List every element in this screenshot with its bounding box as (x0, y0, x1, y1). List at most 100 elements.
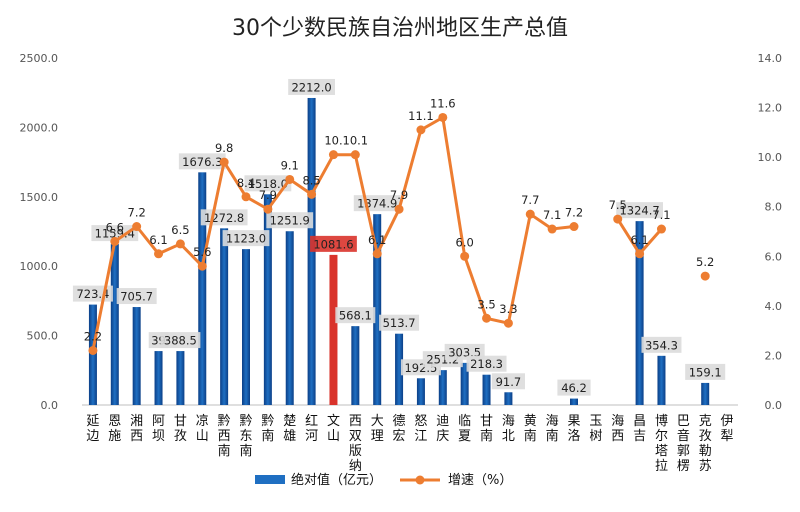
y-left-tick-label: 2000.0 (20, 121, 59, 134)
category-char: 孜 (699, 429, 712, 444)
growth-point (154, 249, 164, 259)
category-char: 西 (218, 429, 231, 444)
growth-value-label: 11.6 (430, 96, 456, 110)
bar-label-bg (160, 332, 201, 349)
bar (198, 172, 207, 405)
category-char: 边 (86, 429, 99, 444)
growth-point (547, 224, 557, 234)
growth-value-label: 7.9 (390, 188, 408, 202)
bar-value-label: 1123.0 (226, 232, 266, 246)
growth-value-label: 7.2 (565, 206, 583, 220)
y-right-tick-label: 0.0 (765, 399, 783, 412)
bar-value-label: 354.3 (645, 338, 678, 352)
category-char: 南 (261, 428, 274, 444)
growth-value-label: 3.5 (477, 297, 495, 311)
category-char: 凉 (196, 414, 209, 429)
growth-point (175, 239, 185, 249)
growth-point (328, 150, 338, 160)
category-char: 勒 (699, 444, 712, 459)
growth-value-label: 6.1 (368, 233, 386, 247)
category-char: 南 (239, 443, 252, 459)
bar-label-bg (466, 355, 507, 372)
bar (220, 228, 229, 405)
category-char: 版 (349, 444, 362, 459)
category-char: 理 (371, 429, 384, 444)
category-char: 郭 (677, 443, 690, 459)
bar-value-label: 218.3 (470, 357, 503, 371)
category-char: 大 (371, 414, 384, 429)
growth-value-label: 2.2 (84, 329, 102, 343)
category-char: 海 (502, 414, 515, 429)
category-char: 迪 (436, 414, 449, 429)
category-char: 东 (239, 429, 252, 444)
growth-point (635, 249, 645, 259)
bar-value-label: 705.7 (120, 290, 153, 304)
y-right-tick-label: 8.0 (765, 201, 783, 214)
bar-value-label: 388.5 (164, 334, 197, 348)
category-char: 黔 (239, 414, 252, 429)
bar-value-label: 1518.0 (248, 177, 288, 191)
growth-value-label: 8.5 (302, 173, 320, 187)
bar (373, 214, 382, 405)
category-char: 宏 (393, 429, 406, 444)
growth-point (656, 224, 666, 234)
growth-point (241, 192, 251, 202)
bar (570, 398, 578, 405)
category-char: 昌 (633, 414, 646, 429)
category-char: 西 (130, 429, 143, 444)
growth-point (219, 157, 229, 167)
bar-label-bg (91, 225, 139, 242)
category-char: 纳 (349, 459, 362, 474)
category-char: 西 (349, 414, 362, 429)
bar-value-label: 46.2 (561, 381, 587, 395)
category-char: 南 (524, 428, 537, 444)
growth-value-label: 7.1 (543, 208, 561, 222)
category-char: 音 (677, 428, 690, 444)
category-char: 雄 (283, 429, 296, 444)
category-char: 庆 (436, 429, 449, 444)
bar (110, 244, 119, 405)
growth-value-label: 3.3 (499, 302, 517, 316)
growth-value-label: 9.8 (215, 141, 233, 155)
category-char: 红 (305, 413, 318, 429)
y-right-tick-label: 4.0 (765, 300, 783, 313)
category-char: 北 (502, 429, 515, 444)
category-char: 博 (655, 414, 668, 429)
growth-value-label: 7.7 (521, 193, 539, 207)
category-char: 孜 (174, 429, 187, 444)
bar-label-bg (491, 373, 525, 390)
category-char: 黔 (261, 414, 274, 429)
legend-line-label: 增速（%） (448, 473, 512, 488)
y-left-tick-label: 2500.0 (20, 52, 59, 65)
bar (460, 362, 469, 405)
category-char: 江 (414, 429, 427, 444)
growth-point (569, 222, 579, 232)
category-char: 甘 (480, 414, 493, 429)
growth-point (372, 249, 382, 259)
growth-value-label: 7.1 (652, 208, 670, 222)
bar-label-bg (641, 336, 682, 353)
chart-title: 30个少数民族自治州地区生产总值 (232, 16, 568, 41)
category-char: 恩 (108, 414, 121, 429)
category-char: 西 (611, 429, 624, 444)
growth-value-label: 6.1 (149, 233, 167, 247)
growth-point (700, 271, 710, 281)
category-char: 临 (458, 414, 471, 429)
category-char: 南 (546, 428, 559, 444)
growth-point (350, 150, 360, 160)
bar (438, 370, 447, 405)
bar-value-label: 1676.3 (182, 155, 222, 169)
bar-label-bg (178, 153, 226, 170)
growth-value-label: 6.0 (456, 235, 474, 249)
bar-value-label: 1159.4 (95, 227, 135, 241)
bar-value-label: 568.1 (339, 309, 372, 323)
growth-value-label: 7.9 (259, 188, 277, 202)
y-left-tick-label: 500.0 (27, 330, 59, 343)
category-char: 施 (108, 429, 121, 444)
category-char: 双 (349, 429, 362, 444)
bar-value-label: 1251.9 (270, 214, 310, 228)
growth-point (197, 261, 207, 271)
growth-value-label: 6.1 (630, 233, 648, 247)
y-left-tick-label: 0.0 (41, 399, 59, 412)
